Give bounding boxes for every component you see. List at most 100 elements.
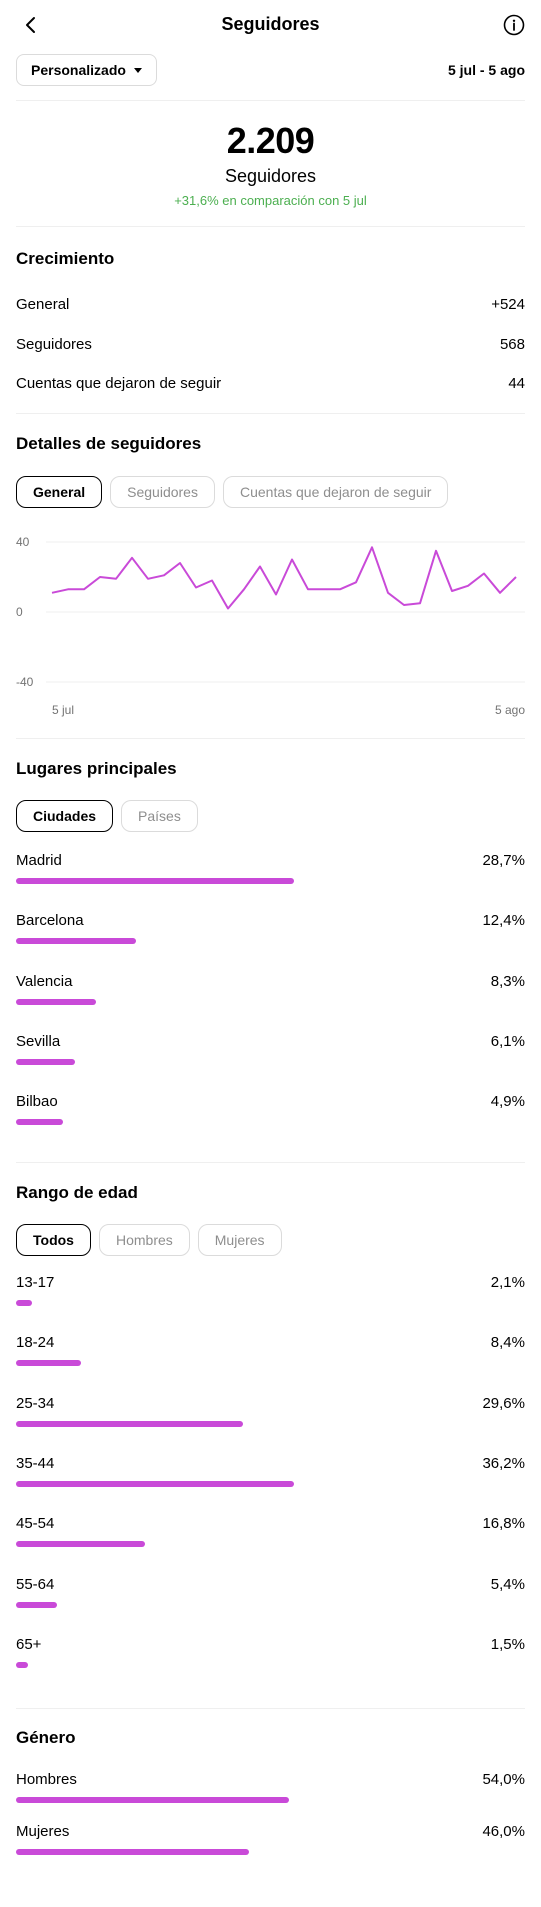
- tab-men[interactable]: Hombres: [98, 1224, 190, 1256]
- age-bar: [16, 1661, 28, 1668]
- back-button[interactable]: [18, 12, 44, 38]
- place-percent: 4,9%: [490, 1093, 525, 1111]
- date-range-text: 5 jul - 5 ago: [447, 62, 525, 78]
- place-bar: [16, 1119, 64, 1126]
- chart-series-line: [51, 546, 517, 610]
- place-bar-track: [16, 1119, 525, 1126]
- date-range-row: Personalizado 5 jul - 5 ago: [16, 54, 525, 88]
- tab-general[interactable]: General: [16, 476, 103, 508]
- followers-total-label: Seguidores: [224, 166, 317, 186]
- age-label: 65+: [16, 1635, 42, 1653]
- growth-row-label: Cuentas que dejaron de seguir: [16, 375, 222, 392]
- tab-unfollows[interactable]: Cuentas que dejaron de seguir: [222, 476, 449, 508]
- place-row: Valencia 8,3%: [16, 973, 525, 1017]
- age-bar-track: [16, 1541, 525, 1548]
- top-bar: Seguidores: [0, 0, 541, 50]
- divider: [16, 1162, 525, 1163]
- tab-countries[interactable]: Países: [121, 800, 198, 832]
- growth-row-value: +524: [491, 296, 525, 313]
- age-bar: [16, 1480, 294, 1487]
- place-row: Barcelona 12,4%: [16, 912, 525, 956]
- place-row: Bilbao 4,9%: [16, 1093, 525, 1137]
- age-bar: [16, 1300, 33, 1306]
- growth-row-value: 568: [499, 336, 525, 353]
- info-icon: [503, 14, 525, 36]
- age-label: 45-54: [16, 1515, 55, 1533]
- age-bar-track: [16, 1480, 525, 1487]
- growth-row-label: Seguidores: [16, 336, 92, 353]
- gender-bar-track: [16, 1848, 525, 1855]
- growth-row: General +524: [16, 296, 525, 318]
- age-label: 35-44: [16, 1454, 55, 1472]
- tab-cities[interactable]: Ciudades: [16, 800, 114, 832]
- growth-row: Seguidores 568: [16, 336, 525, 358]
- chart-y-tick-label: -40: [16, 675, 34, 689]
- gender-bar: [16, 1797, 289, 1803]
- gender-label: Hombres: [16, 1771, 77, 1788]
- divider: [16, 226, 525, 227]
- age-row: 18-24 8,4%: [16, 1334, 525, 1378]
- gender-title: Género: [16, 1728, 76, 1747]
- chart-x-tick-label: 5 jul: [52, 703, 74, 717]
- place-row: Madrid 28,7%: [16, 852, 525, 896]
- place-label: Bilbao: [16, 1093, 58, 1111]
- tab-followers[interactable]: Seguidores: [110, 476, 215, 508]
- gender-bar-track: [16, 1797, 525, 1803]
- age-row: 13-17 2,1%: [16, 1274, 525, 1318]
- chart-y-tick-label: 40: [16, 535, 30, 549]
- divider: [16, 1708, 525, 1709]
- age-row: 35-44 36,2%: [16, 1455, 525, 1499]
- growth-row-label: General: [16, 296, 70, 313]
- age-bar: [16, 1541, 146, 1548]
- places-title: Lugares principales: [16, 759, 177, 778]
- growth-row: Cuentas que dejaron de seguir 44: [16, 375, 525, 397]
- place-label: Valencia: [16, 972, 73, 990]
- chart-x-tick-label: 5 ago: [495, 703, 525, 717]
- divider: [16, 738, 525, 739]
- age-percent: 2,1%: [490, 1274, 525, 1291]
- age-bar-track: [16, 1300, 525, 1306]
- age-tabs: Todos Hombres Mujeres: [16, 1224, 282, 1258]
- age-bar-track: [16, 1661, 525, 1668]
- place-bar: [16, 998, 97, 1005]
- tab-all[interactable]: Todos: [16, 1224, 91, 1256]
- details-tabs: General Seguidores Cuentas que dejaron d…: [16, 476, 449, 510]
- place-bar-track: [16, 878, 525, 884]
- growth-row-value: 44: [508, 375, 525, 392]
- age-label: 55-64: [16, 1575, 55, 1593]
- age-bar-track: [16, 1360, 525, 1367]
- age-row: 25-34 29,6%: [16, 1395, 525, 1439]
- place-percent: 28,7%: [482, 852, 525, 869]
- period-dropdown[interactable]: Personalizado: [16, 54, 157, 86]
- details-title: Detalles de seguidores: [16, 434, 202, 453]
- age-percent: 5,4%: [490, 1575, 525, 1593]
- place-bar: [16, 938, 137, 945]
- tab-women[interactable]: Mujeres: [197, 1224, 282, 1256]
- place-percent: 6,1%: [490, 1032, 525, 1050]
- place-row: Sevilla 6,1%: [16, 1033, 525, 1077]
- place-label: Barcelona: [16, 912, 84, 930]
- divider: [16, 413, 525, 414]
- age-bar: [16, 1360, 81, 1367]
- age-percent: 16,8%: [482, 1515, 525, 1533]
- page-title: Seguidores: [221, 14, 320, 34]
- info-button[interactable]: [501, 12, 527, 38]
- followers-total: 2.209: [226, 120, 315, 161]
- age-title: Rango de edad: [16, 1183, 138, 1202]
- caret-down-icon: [133, 67, 142, 73]
- age-bar: [16, 1601, 58, 1608]
- gender-row: Mujeres 46,0%: [16, 1823, 525, 1867]
- period-dropdown-label: Personalizado: [31, 62, 126, 78]
- place-percent: 12,4%: [482, 912, 525, 930]
- age-percent: 1,5%: [490, 1635, 525, 1653]
- gender-bar: [16, 1848, 249, 1855]
- age-label: 25-34: [16, 1394, 55, 1412]
- age-percent: 8,4%: [490, 1334, 525, 1352]
- places-tabs: Ciudades Países: [16, 800, 198, 834]
- place-percent: 8,3%: [490, 972, 525, 990]
- age-label: 18-24: [16, 1334, 55, 1352]
- place-label: Madrid: [16, 852, 62, 869]
- followers-comparison: +31,6% en comparación con 5 jul: [174, 193, 367, 208]
- place-bar-track: [16, 938, 525, 945]
- place-bar-track: [16, 1058, 525, 1065]
